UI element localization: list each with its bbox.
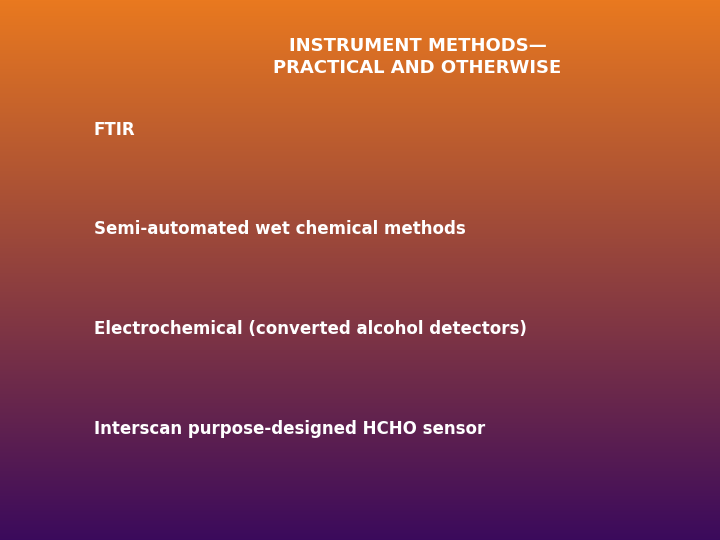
Text: Interscan purpose-designed HCHO sensor: Interscan purpose-designed HCHO sensor xyxy=(94,420,485,438)
Text: Electrochemical (converted alcohol detectors): Electrochemical (converted alcohol detec… xyxy=(94,320,526,339)
Text: Semi-automated wet chemical methods: Semi-automated wet chemical methods xyxy=(94,220,465,239)
Text: INSTRUMENT METHODS—
PRACTICAL AND OTHERWISE: INSTRUMENT METHODS— PRACTICAL AND OTHERW… xyxy=(274,37,562,77)
Text: FTIR: FTIR xyxy=(94,120,135,139)
